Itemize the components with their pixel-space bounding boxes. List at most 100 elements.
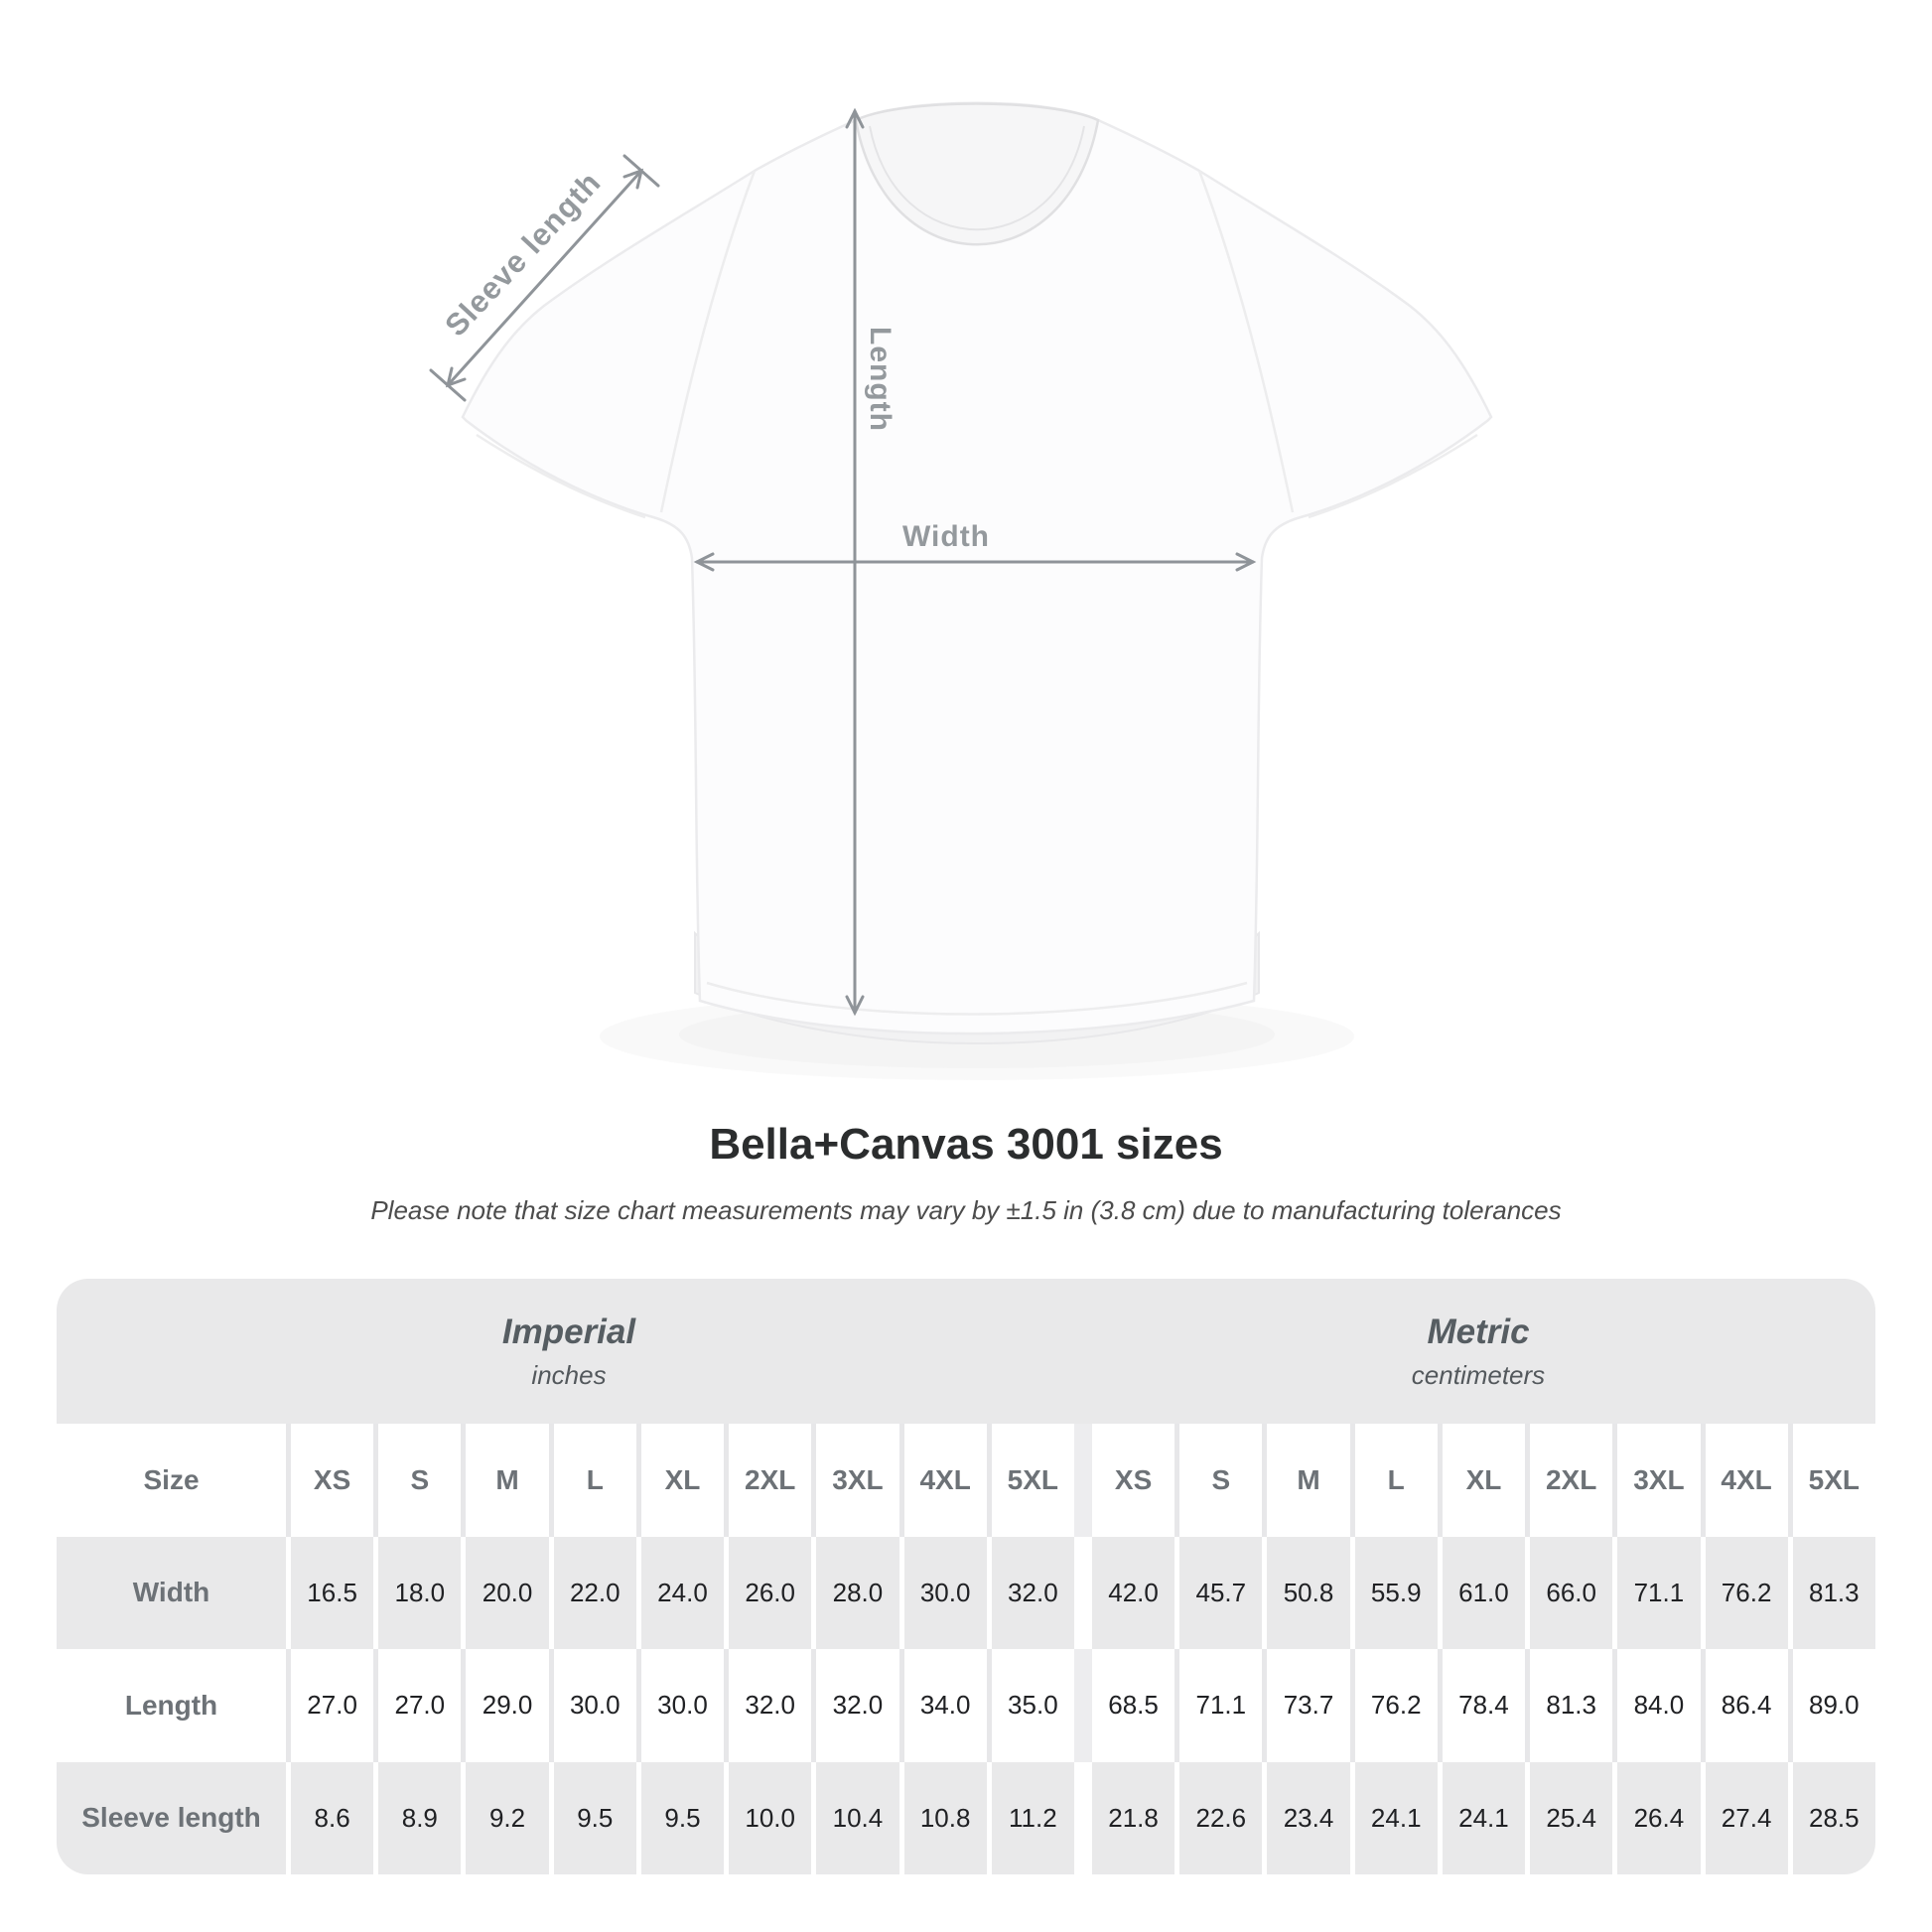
page-title: Bella+Canvas 3001 sizes <box>709 1120 1223 1169</box>
table-cell: 89.0 <box>1787 1649 1875 1762</box>
imperial-group-header: Imperial inches <box>57 1279 1081 1424</box>
table-row-sleeve-length: Sleeve length 8.6 8.9 9.2 9.5 9.5 10.0 1… <box>57 1761 1875 1874</box>
size-corner-label: Size <box>143 1463 200 1495</box>
metric-group-header: Metric centimeters <box>1081 1279 1875 1424</box>
width-arrow <box>693 552 1257 572</box>
shirt-diagram: Sleeve length Length Width <box>429 101 1493 1044</box>
size-col-header: 4XL <box>898 1424 987 1537</box>
table-cell: 27.0 <box>373 1649 461 1762</box>
table-cell: 16.5 <box>286 1536 373 1649</box>
tshirt-illustration <box>429 101 1493 1044</box>
table-cell: 66.0 <box>1525 1536 1612 1649</box>
size-col-header: 3XL <box>811 1424 898 1537</box>
table-cell: 8.9 <box>373 1761 461 1874</box>
table-cell: 32.0 <box>986 1536 1074 1649</box>
size-header-row: Size XS S M L XL 2XL 3XL 4XL 5XL XS S M … <box>57 1424 1875 1537</box>
table-cell: 11.2 <box>986 1761 1074 1874</box>
row-label-sleeve-length: Sleeve length <box>81 1802 261 1834</box>
table-cell: 50.8 <box>1262 1536 1349 1649</box>
table-row-width: Width 16.5 18.0 20.0 22.0 24.0 26.0 28.0… <box>57 1536 1875 1649</box>
table-cell: 22.0 <box>548 1536 636 1649</box>
table-cell: 10.4 <box>811 1761 898 1874</box>
table-cell: 86.4 <box>1700 1649 1788 1762</box>
table-cell: 18.0 <box>373 1536 461 1649</box>
imperial-group-unit: inches <box>531 1359 607 1390</box>
table-cell: 9.5 <box>548 1761 636 1874</box>
size-col-header: M <box>461 1424 548 1537</box>
table-cell: 8.6 <box>286 1761 373 1874</box>
table-row-length: Length 27.0 27.0 29.0 30.0 30.0 32.0 32.… <box>57 1649 1875 1762</box>
size-col-header: 5XL <box>1787 1424 1875 1537</box>
length-label: Length <box>864 327 897 432</box>
table-cell: 71.1 <box>1174 1649 1262 1762</box>
row-label-width: Width <box>132 1577 210 1608</box>
table-cell: 35.0 <box>986 1649 1074 1762</box>
tshirt-collar-stitch <box>869 125 1085 231</box>
table-cell: 23.4 <box>1262 1761 1349 1874</box>
table-cell: 20.0 <box>461 1536 548 1649</box>
table-cell: 68.5 <box>1073 1649 1174 1762</box>
table-cell: 24.1 <box>1349 1761 1438 1874</box>
size-col-header: S <box>373 1424 461 1537</box>
sleeve-length-arrow <box>429 154 660 402</box>
tshirt-seams <box>476 170 1478 1016</box>
metric-group-unit: centimeters <box>1411 1359 1546 1390</box>
table-cell: 76.2 <box>1700 1536 1788 1649</box>
table-cell: 27.0 <box>286 1649 373 1762</box>
table-cell: 84.0 <box>1612 1649 1700 1762</box>
table-cell: 81.3 <box>1525 1649 1612 1762</box>
metric-group-title: Metric <box>1427 1311 1530 1351</box>
table-cell: 10.8 <box>898 1761 987 1874</box>
table-cell: 21.8 <box>1073 1761 1174 1874</box>
table-cell: 55.9 <box>1349 1536 1438 1649</box>
size-col-header: 5XL <box>986 1424 1074 1537</box>
size-col-header: 2XL <box>724 1424 811 1537</box>
table-cell: 73.7 <box>1262 1649 1349 1762</box>
size-col-header: XS <box>1073 1424 1174 1537</box>
table-cell: 28.0 <box>811 1536 898 1649</box>
size-table: Imperial inches Metric centimeters Size … <box>57 1279 1875 1874</box>
table-cell: 24.0 <box>635 1536 724 1649</box>
table-cell: 30.0 <box>635 1649 724 1762</box>
table-cell: 26.0 <box>724 1536 811 1649</box>
table-cell: 78.4 <box>1437 1649 1525 1762</box>
tolerance-note: Please note that size chart measurements… <box>370 1195 1562 1225</box>
table-cell: 27.4 <box>1700 1761 1788 1874</box>
table-cell: 29.0 <box>461 1649 548 1762</box>
size-col-header: XL <box>1437 1424 1525 1537</box>
table-cell: 10.0 <box>724 1761 811 1874</box>
table-cell: 71.1 <box>1612 1536 1700 1649</box>
table-cell: 22.6 <box>1174 1761 1262 1874</box>
width-label: Width <box>901 520 991 553</box>
size-col-header: 2XL <box>1525 1424 1612 1537</box>
tshirt-body <box>461 101 1493 1035</box>
table-cell: 30.0 <box>548 1649 636 1762</box>
table-cell: 28.5 <box>1787 1761 1875 1874</box>
table-cell: 42.0 <box>1073 1536 1174 1649</box>
size-col-header: 4XL <box>1700 1424 1788 1537</box>
table-cell: 25.4 <box>1525 1761 1612 1874</box>
table-cell: 32.0 <box>724 1649 811 1762</box>
table-cell: 30.0 <box>898 1536 987 1649</box>
table-cell: 34.0 <box>898 1649 987 1762</box>
size-col-header: XL <box>635 1424 724 1537</box>
table-cell: 81.3 <box>1787 1536 1875 1649</box>
table-cell: 9.5 <box>635 1761 724 1874</box>
table-cell: 76.2 <box>1349 1649 1438 1762</box>
row-label-length: Length <box>124 1689 218 1721</box>
size-col-header: 3XL <box>1612 1424 1700 1537</box>
table-cell: 61.0 <box>1437 1536 1525 1649</box>
table-cell: 24.1 <box>1437 1761 1525 1874</box>
size-col-header: L <box>1349 1424 1438 1537</box>
size-col-header: L <box>548 1424 636 1537</box>
table-cell: 26.4 <box>1612 1761 1700 1874</box>
table-cell: 32.0 <box>811 1649 898 1762</box>
size-col-header: M <box>1262 1424 1349 1537</box>
size-col-header: XS <box>286 1424 373 1537</box>
unit-group-band: Imperial inches Metric centimeters <box>57 1279 1875 1424</box>
size-col-header: S <box>1174 1424 1262 1537</box>
table-cell: 9.2 <box>461 1761 548 1874</box>
table-cell: 45.7 <box>1174 1536 1262 1649</box>
imperial-group-title: Imperial <box>501 1311 636 1351</box>
